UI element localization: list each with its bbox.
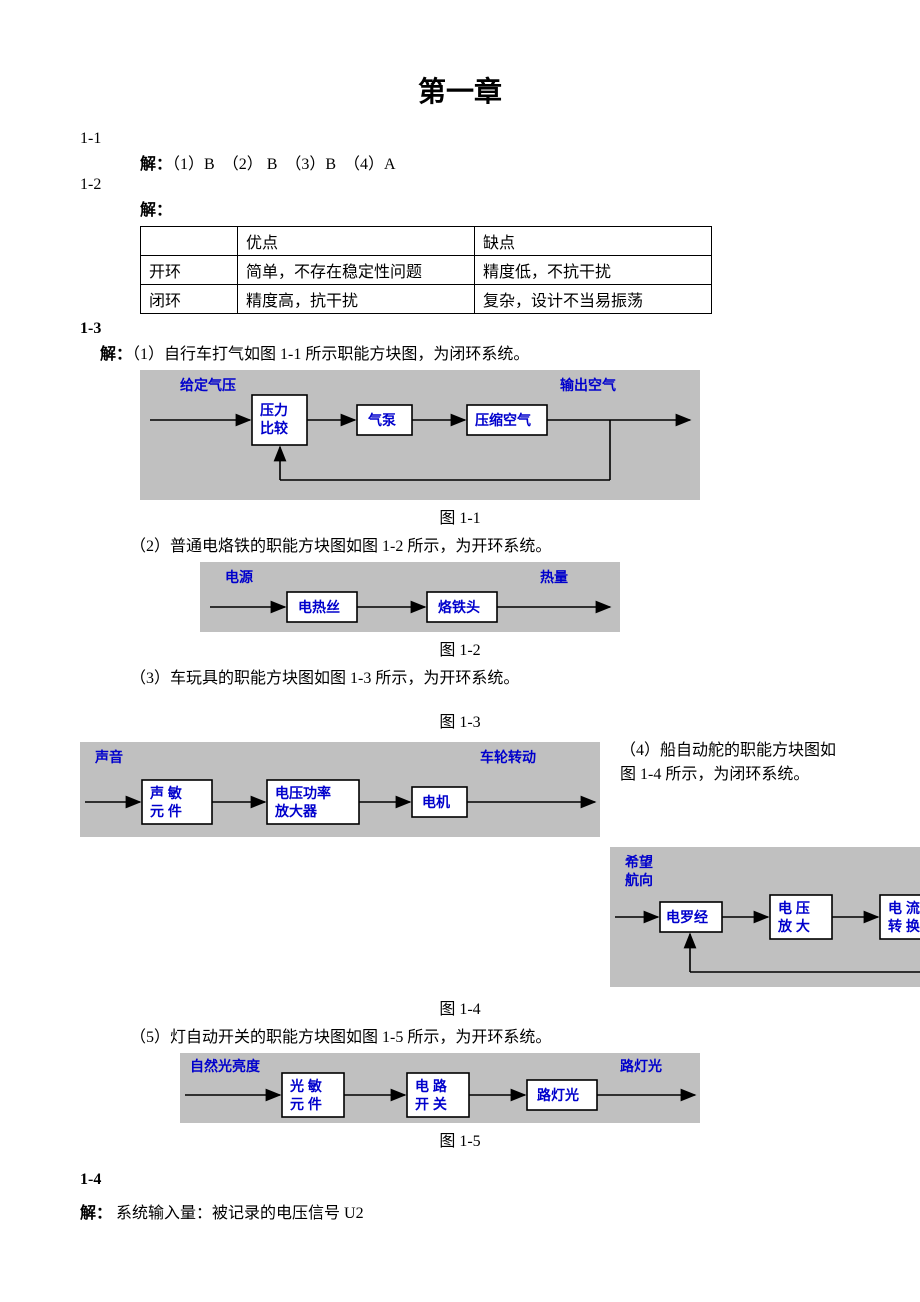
answer-text: （1）B （2） B （3）B （4）A	[172, 156, 396, 173]
figure-1-1: 给定气压 输出空气 压力 比较 气泵 压缩空气	[140, 370, 840, 500]
block-label: 烙铁头	[438, 599, 480, 615]
answer-prefix: 解：	[140, 156, 172, 173]
table-header: 优点	[238, 227, 475, 256]
block-label: 压缩空气	[475, 412, 531, 428]
answer-1-3-item5: （5）灯自动开关的职能方块图如图 1-5 所示，为开环系统。	[130, 1023, 840, 1047]
input-label: 电源	[225, 569, 253, 585]
block-label: 电罗经	[666, 909, 708, 925]
input-label: 声音	[94, 749, 123, 765]
table-header: 缺点	[475, 227, 712, 256]
answer-1-3-item4: （4）船自动舵的职能方块图如图 1-4 所示，为闭环系统。	[600, 736, 840, 841]
question-1-4: 1-4	[80, 1171, 840, 1189]
answer-1-1: 解：（1）B （2） B （3）B （4）A	[140, 150, 840, 174]
figure-1-3-row: 声音 车轮转动 声 敏 元 件 电压功率 放大器 电机 （4）船自动舵的职能方块…	[80, 736, 840, 841]
answer-prefix: 解：	[140, 202, 172, 219]
input-label: 希望	[625, 854, 653, 870]
block-label: 电 压	[778, 900, 810, 916]
figure-caption: 图 1-4	[80, 995, 840, 1019]
answer-1-2-prefix: 解：	[140, 196, 840, 220]
table-header	[141, 227, 238, 256]
block-label: 电 流	[888, 900, 920, 916]
block-label: 放 大	[777, 918, 810, 934]
block-label: 转 换	[888, 918, 920, 934]
output-label: 输出空气	[560, 377, 616, 393]
item-text: （1）自行车打气如图 1-1 所示职能方块图，为闭环系统。	[132, 346, 529, 363]
answer-1-3-item2: （2）普通电烙铁的职能方块图如图 1-2 所示，为开环系统。	[130, 532, 840, 556]
table-cell: 复杂，设计不当易振荡	[475, 285, 712, 314]
output-label: 热量	[540, 569, 568, 585]
figure-1-2: 电源 热量 电热丝 烙铁头	[200, 562, 840, 632]
figure-caption: 图 1-1	[80, 504, 840, 528]
answer-1-3-item1: 解：（1）自行车打气如图 1-1 所示职能方块图，为闭环系统。	[100, 340, 840, 364]
block-label: 压力	[260, 402, 288, 418]
comparison-table: 优点 缺点 开环 简单，不存在稳定性问题 精度低，不抗干扰 闭环 精度高，抗干扰…	[140, 226, 712, 314]
table-cell: 开环	[141, 256, 238, 285]
output-label: 车轮转动	[480, 749, 536, 765]
answer-prefix: 解：	[100, 346, 132, 363]
output-label: 路灯光	[620, 1058, 662, 1074]
block-label: 声 敏	[149, 785, 183, 801]
page-title: 第一章	[80, 70, 840, 110]
question-number: 1-4	[80, 1171, 101, 1188]
answer-text: 系统输入量：被记录的电压信号 U2	[112, 1205, 364, 1222]
block-label: 放大器	[274, 803, 318, 819]
figure-caption: 图 1-2	[80, 636, 840, 660]
answer-1-4: 解： 系统输入量：被记录的电压信号 U2	[80, 1199, 840, 1223]
question-1-3: 1-3	[80, 320, 840, 338]
table-cell: 闭环	[141, 285, 238, 314]
figure-1-5: 自然光亮度 路灯光 光 敏 元 件 电 路 开 关 路灯光	[180, 1053, 840, 1123]
table-cell: 精度高，抗干扰	[238, 285, 475, 314]
block-label: 电热丝	[298, 599, 340, 615]
input-label: 给定气压	[180, 377, 236, 393]
figure-1-4: 希望 航向 电罗经 电 压 放 大 电 流 转 换	[610, 847, 920, 987]
block-label: 电 路	[415, 1078, 448, 1094]
table-cell: 精度低，不抗干扰	[475, 256, 712, 285]
answer-prefix: 解：	[80, 1205, 112, 1222]
block-label: 电压功率	[275, 785, 331, 801]
question-number: 1-1	[80, 130, 101, 147]
block-label: 气泵	[367, 412, 396, 428]
figure-caption: 图 1-5	[80, 1127, 840, 1151]
question-1-2: 1-2	[80, 176, 840, 194]
table-cell: 简单，不存在稳定性问题	[238, 256, 475, 285]
input-label: 航向	[625, 872, 653, 888]
block-label: 比较	[260, 420, 288, 436]
answer-1-3-item3: （3）车玩具的职能方块图如图 1-3 所示，为开环系统。	[130, 664, 840, 688]
question-number: 1-2	[80, 176, 101, 193]
block-label: 光 敏	[289, 1078, 323, 1094]
block-label: 元 件	[290, 1096, 322, 1112]
block-label: 元 件	[150, 803, 182, 819]
block-label: 路灯光	[537, 1087, 579, 1103]
question-1-1: 1-1	[80, 130, 840, 148]
block-label: 开 关	[415, 1096, 447, 1112]
input-label: 自然光亮度	[190, 1058, 261, 1074]
block-label: 电机	[422, 794, 450, 810]
figure-caption: 图 1-3	[80, 708, 840, 732]
question-number: 1-3	[80, 320, 101, 337]
